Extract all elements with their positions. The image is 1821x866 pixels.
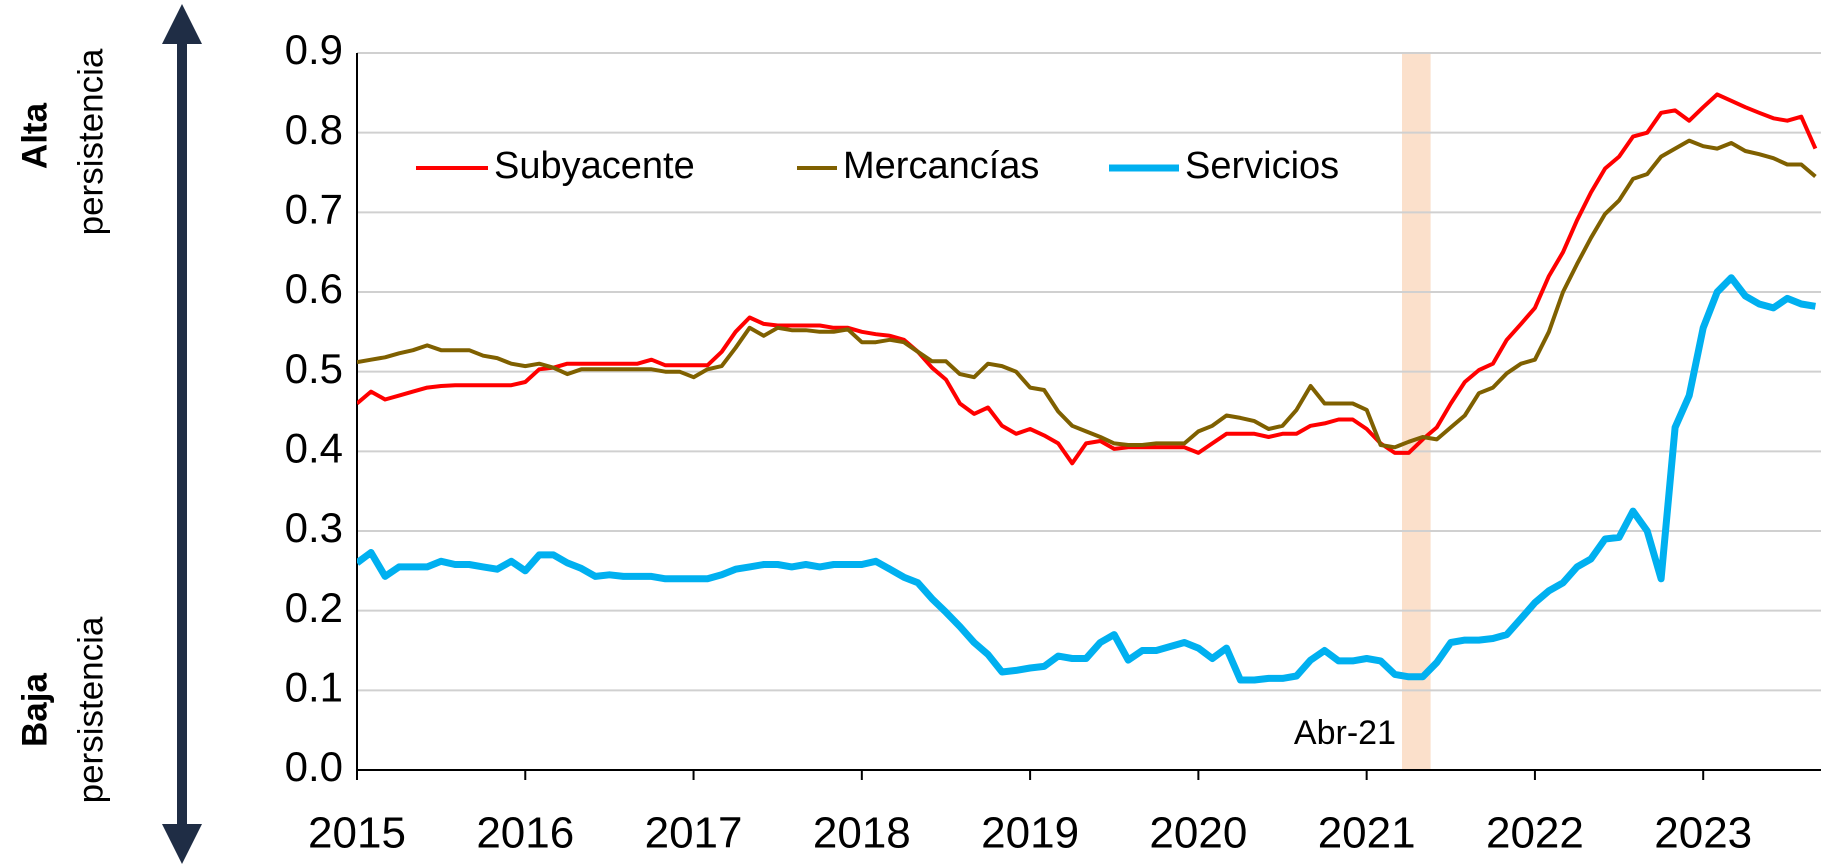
y-tick-label: 0.9 <box>285 26 343 73</box>
x-tick-label: 2015 <box>308 809 406 858</box>
legend-label: Mercancías <box>843 145 1039 187</box>
x-tick-label: 2021 <box>1318 809 1416 858</box>
persistence-bold: Baja <box>15 673 54 747</box>
y-tick-label: 0.8 <box>285 106 343 153</box>
legend-label: Subyacente <box>494 145 695 187</box>
persistence-text: persistencia <box>71 616 110 803</box>
y-tick-label: 0.2 <box>285 584 343 631</box>
highlight-label: Abr-21 <box>1294 714 1396 752</box>
x-tick-label: 2019 <box>981 809 1079 858</box>
y-tick-label: 0.3 <box>285 504 343 551</box>
series-line <box>357 274 1816 684</box>
highlight-band <box>1401 53 1431 770</box>
x-tick-label: 2020 <box>1149 809 1247 858</box>
persistence-text: persistencia <box>71 48 110 235</box>
x-tick-label: 2023 <box>1654 809 1752 858</box>
y-tick-label: 0.1 <box>285 663 343 710</box>
y-tick-label: 0.5 <box>285 345 343 392</box>
x-tick-label: 2017 <box>645 809 743 858</box>
persistence-bold: Alta <box>15 102 54 169</box>
legend-label: Servicios <box>1185 145 1339 187</box>
x-tick-label: 2016 <box>476 809 574 858</box>
series-line <box>357 138 1817 450</box>
plot-area <box>357 92 1818 684</box>
y-tick-label: 0.4 <box>285 424 343 471</box>
y-tick-label: 0.6 <box>285 265 343 312</box>
y-tick-label: 0.7 <box>285 185 343 232</box>
x-tick-label: 2018 <box>813 809 911 858</box>
series-line <box>357 92 1818 466</box>
x-tick-label: 2022 <box>1486 809 1584 858</box>
y-tick-label: 0.0 <box>285 743 343 790</box>
